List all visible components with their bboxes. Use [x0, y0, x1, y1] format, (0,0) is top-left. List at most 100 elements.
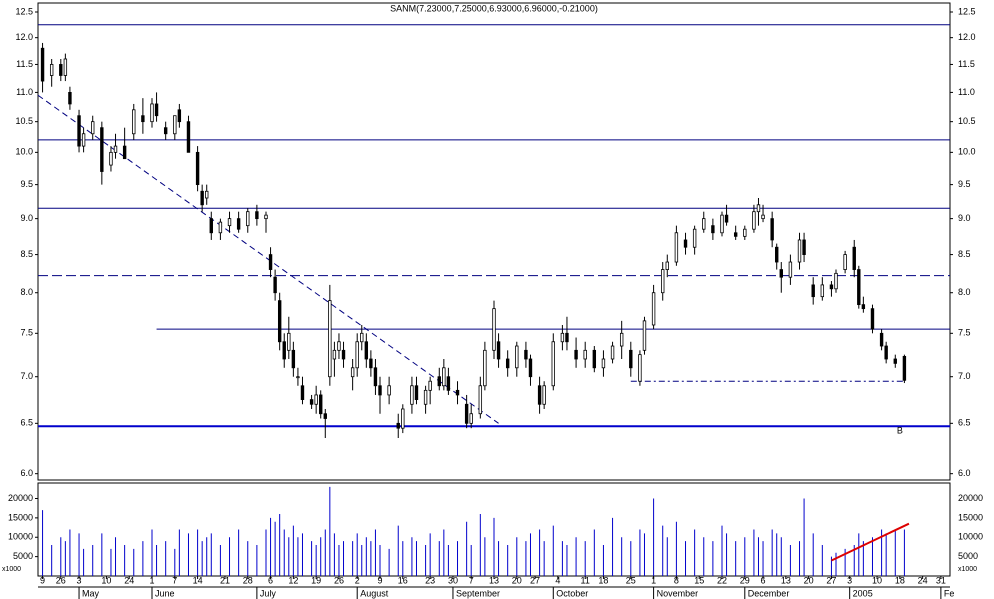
x-tick-label: 7 [469, 575, 474, 585]
candle-body [273, 276, 277, 294]
candle-body [291, 349, 296, 369]
candle-body [811, 284, 815, 298]
candle-body [455, 389, 460, 396]
candle-body [40, 47, 45, 82]
x-tick-label: 1 [651, 575, 656, 585]
y-tick-label: 6.0 [20, 468, 33, 478]
candle-body [565, 332, 569, 343]
x-tick-label: 21 [220, 575, 230, 585]
candle-body [642, 320, 647, 351]
y-tick-label: 7.5 [20, 328, 33, 338]
x-tick-label: 29 [740, 575, 750, 585]
y-tick-label: 9.0 [20, 213, 33, 223]
candle-body [195, 151, 200, 186]
candle-body [505, 358, 510, 369]
candle-body [264, 214, 268, 220]
candle-body [150, 103, 154, 123]
y-tick-label: 9.5 [958, 179, 971, 189]
x-tick-label: 30 [448, 575, 458, 585]
candle-body [227, 218, 232, 227]
x-tick-label: 3 [847, 575, 852, 585]
candle-body [91, 121, 95, 135]
annotation: B [897, 425, 903, 435]
y-tick-label: 11.0 [16, 87, 33, 97]
candle-body [761, 214, 765, 220]
x-tick-label: 4 [555, 575, 560, 585]
x-tick-label: 6 [761, 575, 766, 585]
y-tick-label: 10.0 [15, 147, 33, 157]
price-panel [37, 2, 951, 481]
month-label: May [82, 588, 100, 598]
x-tick-label: 2 [355, 575, 360, 585]
candle-body [775, 246, 779, 263]
x-tick-label: 26 [56, 575, 66, 585]
candle-body [309, 399, 314, 405]
volume-tick-label: 20000 [958, 493, 983, 503]
x-tick-label: 25 [626, 575, 636, 585]
candle-body [423, 389, 428, 405]
x-tick-label: 13 [781, 575, 791, 585]
candle-body [551, 341, 555, 387]
x-tick-label: 10 [872, 575, 882, 585]
month-label: October [556, 588, 588, 598]
x-tick-label: 10 [101, 575, 111, 585]
x-tick-label: 12 [288, 575, 298, 585]
candle-body [560, 332, 565, 343]
month-label: June [155, 588, 175, 598]
volume-tick-label: 5000 [13, 551, 33, 561]
candle-body [884, 345, 888, 360]
candle-body [829, 284, 834, 290]
candle-body [277, 300, 282, 343]
candle-body [724, 214, 729, 223]
candle-body [437, 376, 441, 387]
x-tick-label: 26 [334, 575, 344, 585]
candle-body [446, 376, 451, 391]
candle-body [861, 304, 866, 310]
y-tick-label: 10.5 [15, 116, 33, 126]
x-tick-label: 20 [512, 575, 522, 585]
candle-body [373, 367, 378, 387]
candle-body [601, 358, 606, 369]
candle-body [843, 254, 847, 270]
y-tick-label: 9.5 [20, 179, 33, 189]
candle-body [711, 225, 715, 234]
candle-body [218, 221, 223, 234]
candle-body [387, 385, 391, 396]
x-tick-label: 1 [149, 575, 154, 585]
candle-body [743, 228, 747, 237]
candle-body [282, 341, 286, 360]
y-tick-label: 8.0 [958, 287, 971, 297]
candle-body [661, 269, 665, 294]
candle-body [574, 349, 578, 360]
candle-body [154, 103, 159, 117]
candle-body [902, 355, 907, 381]
candle-body [496, 341, 501, 360]
x-tick-label: 14 [193, 575, 203, 585]
candle-body [619, 332, 624, 347]
volume-tick-label: 10000 [8, 532, 33, 542]
x-tick-label: 9 [377, 575, 382, 585]
candle-body [186, 121, 191, 153]
y-tick-label: 7.5 [958, 328, 971, 338]
x-tick-label: 7 [172, 575, 177, 585]
y-tick-label: 10.0 [958, 147, 976, 157]
candle-body [524, 349, 528, 360]
x-tick-label: 23 [425, 575, 435, 585]
month-label: Fe [944, 588, 955, 598]
candle-body [314, 394, 318, 405]
candle-body [59, 64, 63, 76]
candle-body [464, 403, 469, 424]
x-tick-label: 19 [311, 575, 321, 585]
volume-tick-label: 10000 [958, 532, 983, 542]
candle-body [692, 228, 697, 248]
y-tick-label: 11.0 [958, 87, 975, 97]
x-tick-label: 3 [77, 575, 82, 585]
candle-body [410, 385, 414, 405]
month-label: December [748, 588, 790, 598]
candle-body [173, 115, 177, 135]
x-tick-label: 28 [243, 575, 253, 585]
candle-body [752, 211, 756, 230]
candle-body [337, 341, 341, 351]
x-tick-label: 6 [268, 575, 273, 585]
candle-body [674, 232, 679, 263]
